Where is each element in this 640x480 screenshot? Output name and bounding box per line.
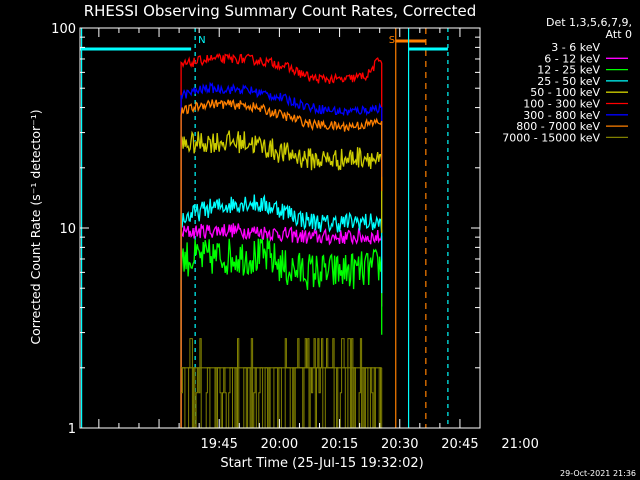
series-line-8	[180, 98, 383, 428]
x-tick-label: 20:45	[441, 437, 478, 452]
series-4	[180, 193, 383, 428]
legend-label: 25 - 50 keV	[537, 75, 600, 88]
x-tick-label: 20:15	[321, 437, 358, 452]
series-line-6	[180, 52, 383, 428]
legend-header-line1: Det 1,3,5,6,7,9,	[546, 16, 632, 29]
axes: 1 10 100 19:45 20:00 20:15 20:30 20:45 21:00	[51, 22, 539, 452]
series-7	[180, 81, 383, 428]
series-line-4	[180, 193, 383, 428]
legend-header-line2: Att 0	[606, 28, 632, 41]
series-8	[180, 98, 383, 428]
series-line-3	[180, 238, 383, 428]
series-3	[180, 238, 383, 428]
legend-label: 12 - 25 keV	[537, 64, 600, 77]
x-tick-label: 20:00	[261, 437, 298, 452]
series-6	[180, 52, 383, 428]
y-axis-label: Corrected Count Rate (s⁻¹ detector⁻¹)	[28, 109, 43, 344]
legend-label: 100 - 300 keV	[523, 98, 600, 111]
series-line-7	[180, 81, 383, 428]
timestamp: 29-Oct-2021 21:36	[560, 469, 636, 478]
series-2	[180, 223, 383, 428]
legend-label: 7000 - 15000 keV	[502, 131, 600, 144]
series-5	[180, 130, 383, 428]
legend-label: 300 - 800 keV	[523, 109, 600, 122]
annotation-saa-start: S	[389, 35, 395, 46]
y-tick-label: 10	[59, 222, 76, 237]
series-line-2	[180, 223, 383, 428]
legend-label: 800 - 7000 keV	[516, 120, 600, 133]
x-tick-label: 19:45	[200, 437, 237, 452]
legend-label: 6 - 12 keV	[544, 52, 600, 65]
y-tick-label: 1	[68, 422, 76, 437]
x-tick-label: 21:00	[501, 437, 538, 452]
x-axis-label: Start Time (25-Jul-15 19:32:02)	[220, 456, 423, 471]
legend-label: 50 - 100 keV	[530, 86, 600, 99]
chart-title: RHESSI Observing Summary Count Rates, Co…	[84, 2, 477, 20]
x-tick-label: 20:30	[381, 437, 418, 452]
series-line-5	[180, 130, 383, 428]
y-tick-label: 100	[51, 22, 76, 37]
annotation-night-start: N	[198, 35, 205, 46]
legend-label: 3 - 6 keV	[551, 41, 600, 54]
